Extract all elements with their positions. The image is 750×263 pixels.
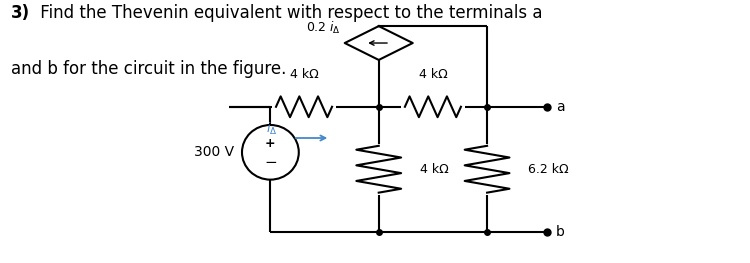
Text: −: − xyxy=(264,155,277,170)
Text: 4 kΩ: 4 kΩ xyxy=(420,163,448,176)
Text: $i_\Delta$: $i_\Delta$ xyxy=(266,121,278,137)
Text: +: + xyxy=(265,137,276,150)
Text: 4 kΩ: 4 kΩ xyxy=(419,68,447,81)
Text: 300 V: 300 V xyxy=(194,145,235,159)
Text: Find the Thevenin equivalent with respect to the terminals a: Find the Thevenin equivalent with respec… xyxy=(35,4,542,22)
Text: b: b xyxy=(556,225,565,239)
Text: and b for the circuit in the figure.: and b for the circuit in the figure. xyxy=(11,60,286,78)
Text: 0.2 $i_\Delta$: 0.2 $i_\Delta$ xyxy=(307,20,341,36)
Text: 4 kΩ: 4 kΩ xyxy=(290,68,319,81)
Text: a: a xyxy=(556,100,565,114)
Text: 6.2 kΩ: 6.2 kΩ xyxy=(528,163,568,176)
Text: 3): 3) xyxy=(11,4,30,22)
